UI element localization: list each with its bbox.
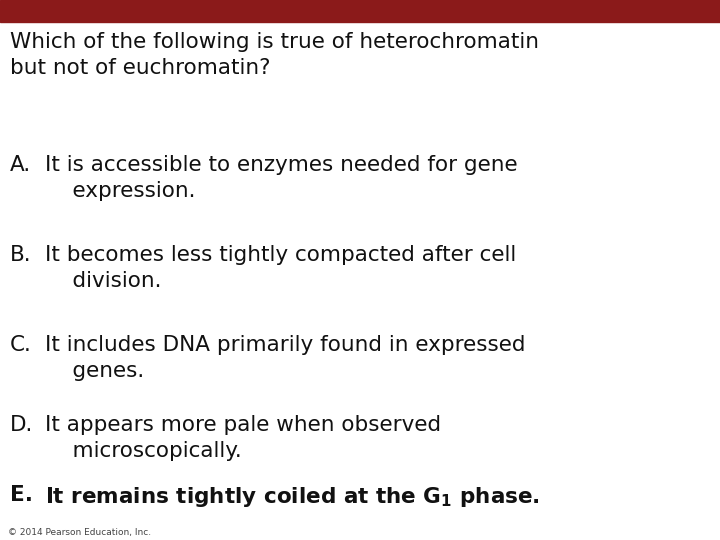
Text: © 2014 Pearson Education, Inc.: © 2014 Pearson Education, Inc.	[8, 528, 151, 537]
Bar	[0, 0, 720, 22]
Text: D.: D.	[10, 415, 33, 435]
Text: C.: C.	[10, 335, 32, 355]
Text: It appears more pale when observed
    microscopically.: It appears more pale when observed micro…	[45, 415, 441, 461]
Text: It is accessible to enzymes needed for gene
    expression.: It is accessible to enzymes needed for g…	[45, 155, 518, 200]
Text: A.: A.	[10, 155, 31, 175]
Text: It includes DNA primarily found in expressed
    genes.: It includes DNA primarily found in expre…	[45, 335, 526, 381]
Text: B.: B.	[10, 245, 32, 265]
Text: E.: E.	[10, 485, 33, 505]
Text: It remains tightly coiled at the G$\mathbf{_{1}}$ phase.: It remains tightly coiled at the G$\math…	[45, 485, 540, 509]
Text: Which of the following is true of heterochromatin
but not of euchromatin?: Which of the following is true of hetero…	[10, 32, 539, 78]
Text: It becomes less tightly compacted after cell
    division.: It becomes less tightly compacted after …	[45, 245, 516, 291]
